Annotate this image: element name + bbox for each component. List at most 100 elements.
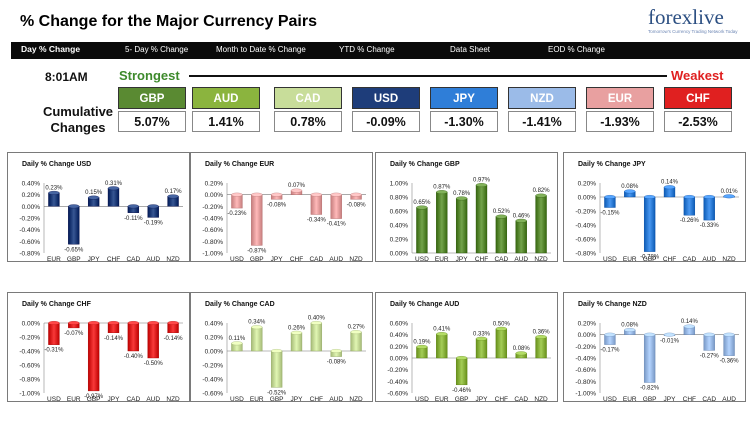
data-label: -0.40% <box>124 354 144 360</box>
data-label: 0.97% <box>473 178 491 184</box>
forexlive-logo[interactable]: forexlive Tomorrow's Currency Trading Ne… <box>648 5 738 40</box>
chart-title: Daily % Change USD <box>22 161 92 168</box>
data-label: -0.07% <box>64 331 84 337</box>
bar-cap <box>271 192 283 197</box>
bar-gbp <box>87 322 100 392</box>
bar-jpy <box>475 338 488 359</box>
currency-cumulative-value: -0.09% <box>352 111 420 132</box>
x-tick-label: GBP <box>643 256 657 263</box>
data-label: 0.17% <box>165 189 183 195</box>
bar-eur <box>251 327 263 352</box>
data-label: 0.78% <box>453 191 471 197</box>
chart-cad: Daily % Change CAD 0.40% 0.20% 0.00% -0.20% -… <box>190 292 373 403</box>
data-label: 0.01% <box>721 189 739 195</box>
x-tick-label: JPY <box>476 396 489 403</box>
currency-cumulative-value: -1.41% <box>508 111 576 132</box>
y-tick-label: 0.00% <box>22 321 41 328</box>
bar-cad <box>310 194 323 215</box>
y-tick-label: -0.20% <box>202 204 223 211</box>
y-tick-label: 0.40% <box>22 181 41 188</box>
currency-cumulative-value: -1.30% <box>430 111 498 132</box>
data-label: 0.34% <box>248 320 266 326</box>
strongest-label: Strongest <box>119 68 180 83</box>
chart-usd: Daily % Change USD 0.40% 0.20% 0.00% -0.20% -… <box>7 152 190 263</box>
bar-cap <box>683 195 695 199</box>
bar-cap <box>495 326 507 331</box>
bar-cap <box>515 218 527 223</box>
bar-cap <box>703 332 715 337</box>
x-tick-label: GBP <box>250 256 264 263</box>
x-tick-label: NZD <box>349 396 363 403</box>
x-tick-label: USD <box>415 396 429 403</box>
data-label: 0.26% <box>288 325 306 331</box>
x-tick-label: CHF <box>310 396 323 403</box>
bar-aud <box>330 194 342 219</box>
tab-ytd-change[interactable]: YTD % Change <box>339 45 395 54</box>
y-tick-label: 0.40% <box>390 332 409 339</box>
data-label: -0.27% <box>700 353 720 359</box>
data-label: 0.87% <box>433 185 451 191</box>
bar-cap <box>416 344 428 349</box>
x-tick-label: CAD <box>309 256 323 263</box>
data-label: 0.36% <box>533 330 551 336</box>
chart-eur: Daily % Change EUR 0.20% 0.00% -0.20% -0.40%… <box>190 152 373 263</box>
bar-nzd <box>535 195 547 254</box>
y-tick-label: 0.00% <box>22 204 41 211</box>
tab-month-to-date-change[interactable]: Month to Date % Change <box>216 45 306 54</box>
tab-day-change[interactable]: Day % Change <box>21 44 81 54</box>
data-label: -0.08% <box>267 202 287 208</box>
bar-cap <box>68 204 80 209</box>
tab-data-sheet[interactable]: Data Sheet <box>450 45 491 54</box>
bar-cap <box>515 351 527 356</box>
weakest-label: Weakest <box>671 68 724 83</box>
bar-cap <box>330 192 342 197</box>
bar-cap <box>644 332 656 337</box>
y-tick-label: -0.60% <box>387 391 408 398</box>
chart-title: Daily % Change CAD <box>205 301 275 308</box>
x-tick-label: CAD <box>514 396 528 403</box>
logo-brand-text: forexlive <box>648 5 724 29</box>
chart-chf: Daily % Change CHF 0.00% -0.20% -0.40% -0.60… <box>7 292 190 403</box>
tab-eod-change[interactable]: EOD % Change <box>548 45 605 54</box>
bar-gbp <box>68 206 80 245</box>
bar-gbp <box>643 334 656 383</box>
data-label: -0.50% <box>144 361 164 367</box>
y-tick-label: -0.40% <box>387 379 408 386</box>
chart-jpy: Daily % Change JPY 0.20% 0.00% -0.20% -0.40%… <box>563 152 746 263</box>
data-label: -0.34% <box>307 218 327 224</box>
y-tick-label: -0.80% <box>575 379 596 386</box>
data-label: -0.82% <box>640 386 660 392</box>
x-tick-label: EUR <box>435 396 449 403</box>
bar-cap <box>436 190 448 195</box>
y-tick-label: 0.00% <box>578 195 597 202</box>
data-label: 0.52% <box>493 209 511 215</box>
data-label: -0.36% <box>720 359 740 365</box>
x-tick-label: CHF <box>290 256 303 263</box>
y-tick-label: -0.80% <box>19 377 40 384</box>
data-label: -0.14% <box>104 336 124 342</box>
data-label: 0.07% <box>288 183 306 189</box>
bar-cad <box>127 322 140 352</box>
currency-code: JPY <box>430 87 498 109</box>
tab-5-day-change[interactable]: 5- Day % Change <box>125 45 189 54</box>
bar-cap <box>271 349 283 353</box>
data-label: 0.27% <box>348 325 366 331</box>
currency-code: EUR <box>586 87 654 109</box>
bar-cap <box>475 183 488 188</box>
y-tick-label: -0.60% <box>19 239 40 246</box>
bar-eur <box>436 191 448 254</box>
data-label: 0.08% <box>621 184 639 190</box>
bar-usd <box>416 207 428 254</box>
data-label: 0.08% <box>621 323 639 329</box>
data-label: -0.01% <box>660 339 680 345</box>
y-tick-label: 0.60% <box>390 209 409 216</box>
x-tick-label: JPY <box>664 396 677 403</box>
bar-cap <box>310 321 322 325</box>
data-label: 0.14% <box>661 180 679 186</box>
chart-title: Daily % Change NZD <box>578 301 647 308</box>
chart-title: Daily % Change EUR <box>205 161 275 168</box>
bar-cap <box>48 321 60 325</box>
bar-cap <box>167 321 179 325</box>
timestamp: 8:01AM <box>45 70 88 84</box>
x-tick-label: CAD <box>494 256 508 263</box>
